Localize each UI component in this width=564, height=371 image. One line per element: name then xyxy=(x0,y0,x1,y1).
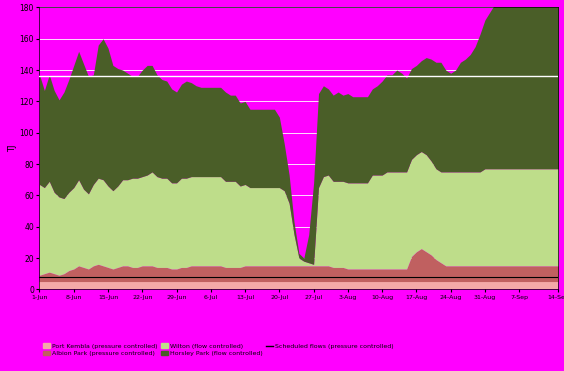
Y-axis label: TJ: TJ xyxy=(8,145,17,152)
Legend: Port Kembla (pressure controlled), Albion Park (pressure controlled), Wilton (fl: Port Kembla (pressure controlled), Albio… xyxy=(43,343,394,356)
